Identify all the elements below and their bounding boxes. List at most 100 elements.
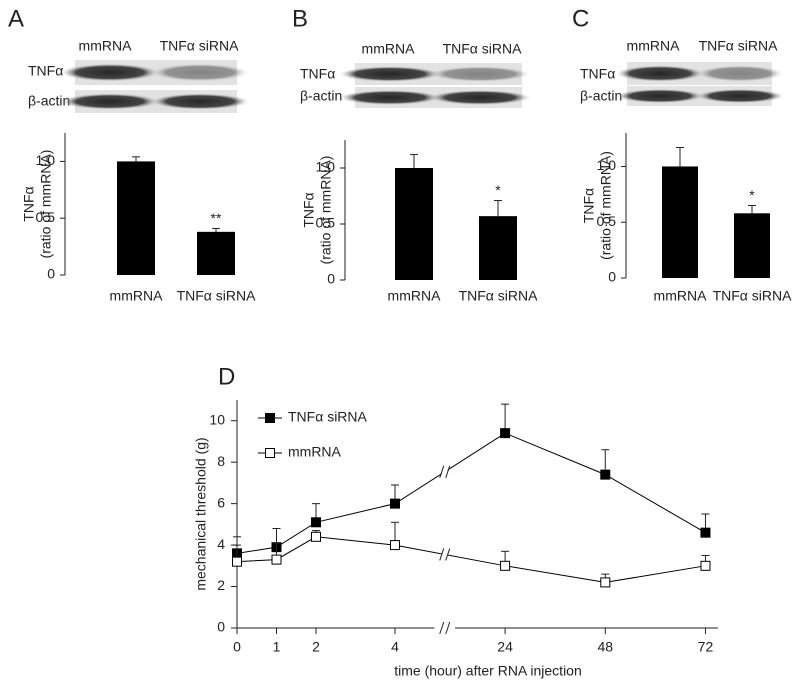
- marker: [600, 577, 611, 588]
- y-tick-label: 8: [217, 453, 225, 469]
- x-tick-label: TNFα siRNA: [713, 288, 793, 304]
- axis-break: [439, 548, 445, 561]
- blot-band: [429, 90, 531, 105]
- axis-break: [445, 465, 451, 478]
- axis-break: [445, 621, 451, 635]
- y-tick-label: 0: [327, 271, 335, 287]
- y-axis-label: TNFα: [21, 186, 37, 221]
- y-axis-label: (ratio of mmRNA): [598, 151, 614, 260]
- marker: [390, 498, 400, 509]
- blot-band: [616, 65, 704, 82]
- blot-band: [151, 63, 249, 82]
- blot-band: [696, 65, 784, 82]
- marker: [390, 540, 400, 551]
- x-tick-label: mmRNA: [110, 288, 164, 304]
- y-tick-label: 1.0: [597, 157, 617, 173]
- y-tick-label: 4: [217, 536, 225, 552]
- y-tick-label: 0.5: [316, 215, 336, 231]
- y-tick-label: 6: [217, 494, 225, 510]
- error-bar: [410, 154, 418, 168]
- y-axis-label: (ratio of mmRNA): [38, 150, 54, 259]
- bar: [662, 166, 698, 278]
- panel-label: A: [8, 5, 24, 32]
- significance-mark: *: [749, 187, 755, 203]
- marker: [232, 556, 242, 567]
- panel-label: D: [218, 363, 235, 390]
- blot-band: [339, 66, 441, 82]
- x-tick-label: mmRNA: [654, 288, 708, 304]
- x-tick-label: 0: [233, 639, 241, 655]
- blot-row-label: TNFα: [300, 66, 335, 82]
- y-axis-label: mechanical threshold (g): [193, 437, 209, 590]
- bar: [479, 216, 517, 280]
- blot-row-label: β-actin: [300, 88, 342, 104]
- blot-row-label: TNFα: [28, 63, 63, 79]
- panel-label: B: [292, 5, 308, 32]
- y-tick-label: 0.5: [36, 209, 56, 225]
- y-tick-label: 0.5: [597, 213, 617, 229]
- bar: [197, 231, 235, 275]
- blot-lane-label: TNFα siRNA: [443, 41, 523, 57]
- marker: [600, 469, 611, 480]
- x-tick-label: TNFα siRNA: [177, 288, 257, 304]
- bar: [734, 213, 770, 278]
- y-axis-label: TNFα: [581, 188, 597, 223]
- x-tick-label: 48: [597, 639, 613, 655]
- blot-band: [429, 66, 531, 82]
- y-axis-label: TNFα: [301, 192, 317, 227]
- blot-row-label: TNFα: [580, 66, 615, 82]
- legend-label: mmRNA: [288, 444, 342, 460]
- y-tick-label: 0: [608, 269, 616, 285]
- blot-lane-label: mmRNA: [79, 38, 133, 54]
- blot-band: [616, 89, 704, 103]
- axis-break: [439, 465, 445, 478]
- y-tick-label: 1.0: [36, 152, 56, 168]
- y-tick-label: 10: [209, 411, 225, 427]
- marker: [500, 428, 511, 439]
- error-bar: [494, 199, 502, 217]
- x-tick-label: 72: [698, 639, 714, 655]
- bar: [395, 168, 433, 280]
- series-line: [236, 536, 706, 583]
- y-tick-label: 2: [217, 577, 225, 593]
- x-tick-label: mmRNA: [388, 288, 442, 304]
- x-tick-label: 4: [391, 639, 399, 655]
- marker: [700, 560, 711, 571]
- blot-band: [61, 63, 159, 82]
- y-tick-label: 0: [47, 266, 55, 282]
- marker: [311, 531, 321, 542]
- x-axis-label: time (hour) after RNA injection: [394, 663, 582, 679]
- blot-band: [61, 93, 159, 110]
- marker: [271, 554, 282, 565]
- axis-break: [445, 548, 451, 561]
- marker: [700, 527, 711, 538]
- significance-mark: *: [495, 182, 501, 198]
- y-tick-label: 0: [217, 619, 225, 635]
- x-tick-label: 2: [312, 639, 320, 655]
- legend-marker: [265, 448, 275, 458]
- x-tick-label: TNFα siRNA: [459, 288, 539, 304]
- line-break-gap: [441, 549, 448, 560]
- marker: [311, 517, 321, 528]
- marker: [500, 560, 511, 571]
- significance-mark: **: [211, 210, 222, 226]
- blot-lane-label: TNFα siRNA: [160, 38, 240, 54]
- error-bar: [676, 147, 684, 167]
- error-bar: [212, 227, 220, 232]
- bar: [117, 161, 155, 275]
- blot-row-label: β-actin: [580, 88, 622, 104]
- blot-lane-label: mmRNA: [362, 41, 416, 57]
- axis-break: [439, 621, 445, 635]
- line-break-gap: [441, 466, 448, 477]
- blot-band: [151, 93, 249, 110]
- blot-lane-label: mmRNA: [627, 38, 681, 54]
- y-tick-label: 1.0: [316, 159, 336, 175]
- panel-label: C: [572, 5, 589, 32]
- error-bar: [132, 156, 140, 162]
- blot-band: [339, 90, 441, 105]
- blot-lane-label: TNFα siRNA: [699, 38, 779, 54]
- y-axis-label: (ratio of mmRNA): [318, 156, 334, 265]
- x-tick-label: 1: [273, 639, 281, 655]
- legend-label: TNFα siRNA: [288, 409, 368, 425]
